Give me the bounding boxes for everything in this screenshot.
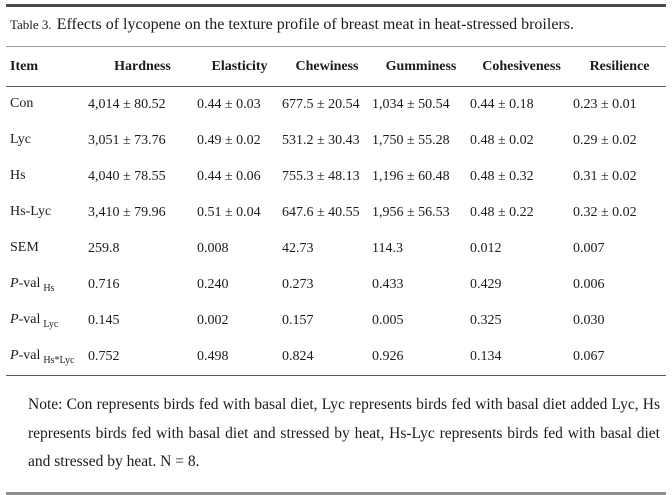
table-cell: 0.51 ± 0.04 <box>197 204 261 220</box>
table-cell: 0.030 <box>573 312 605 328</box>
row-label-text: -val <box>18 347 41 363</box>
table-cell: 0.44 ± 0.03 <box>197 96 261 112</box>
table-row-sem: SEM 259.8 0.008 42.73 114.3 0.012 0.007 <box>6 231 666 267</box>
table-row-lyc: Lyc 3,051 ± 73.76 0.49 ± 0.02 531.2 ± 30… <box>6 123 666 159</box>
table-cell: 3,051 ± 73.76 <box>88 132 166 148</box>
column-header-resilience: Resilience <box>573 46 666 87</box>
top-rule <box>6 4 666 7</box>
row-label-text: SEM <box>10 239 39 255</box>
row-label: P-val Lyc <box>6 303 88 339</box>
table-cell: 0.145 <box>88 312 120 328</box>
column-header-cohesiveness: Cohesiveness <box>470 46 573 87</box>
table-cell: 0.433 <box>372 276 404 292</box>
table-cell: 0.49 ± 0.02 <box>197 132 261 148</box>
table-row-hs: Hs 4,040 ± 78.55 0.44 ± 0.06 755.3 ± 48.… <box>6 159 666 195</box>
table-cell: 4,040 ± 78.55 <box>88 168 166 184</box>
table-cell: 0.012 <box>470 240 502 256</box>
row-label-text: Hs <box>10 167 26 183</box>
table-title: Effects of lycopene on the texture profi… <box>56 16 574 33</box>
table-cell: 0.006 <box>573 276 605 292</box>
table-cell: 0.005 <box>372 312 404 328</box>
table-cell: 531.2 ± 30.43 <box>282 132 360 148</box>
row-label: Con <box>6 86 88 123</box>
table-cell: 0.48 ± 0.22 <box>470 204 534 220</box>
row-label: Lyc <box>6 123 88 159</box>
table-cell: 0.008 <box>197 240 229 256</box>
table-cell: 0.240 <box>197 276 229 292</box>
table-cell: 1,034 ± 50.54 <box>372 96 450 112</box>
row-label-subscript: Hs <box>43 282 55 294</box>
table-cell: 0.007 <box>573 240 605 256</box>
table-caption: Table 3. Effects of lycopene on the textu… <box>0 7 672 46</box>
table-cell: 114.3 <box>372 240 403 256</box>
row-label-prefix: P <box>10 275 19 291</box>
table-cell: 0.157 <box>282 312 314 328</box>
bottom-rule <box>6 492 666 495</box>
table-cell: 0.23 ± 0.01 <box>573 96 637 112</box>
table-cell: 0.498 <box>197 348 229 364</box>
column-header-chewiness: Chewiness <box>282 46 372 87</box>
table-cell: 0.752 <box>88 348 120 364</box>
table-cell: 0.29 ± 0.02 <box>573 132 637 148</box>
table-note: Note: Con represents birds fed with basa… <box>28 395 660 471</box>
row-label: P-val Hs <box>6 267 88 303</box>
row-label: P-val Hs*Lyc <box>6 339 88 376</box>
table-row-con: Con 4,014 ± 80.52 0.44 ± 0.03 677.5 ± 20… <box>6 86 666 123</box>
table-cell: 0.44 ± 0.18 <box>470 96 534 112</box>
row-label-prefix: P <box>10 311 19 327</box>
column-header-hardness: Hardness <box>88 46 197 87</box>
row-label-text: Hs-Lyc <box>10 203 52 219</box>
table-cell: 0.716 <box>88 276 120 292</box>
table-cell: 0.325 <box>470 312 502 328</box>
table-cell: 259.8 <box>88 240 120 256</box>
table-cell: 0.48 ± 0.02 <box>470 132 534 148</box>
row-label-prefix: P <box>10 347 19 363</box>
table-cell: 755.3 ± 48.13 <box>282 168 360 184</box>
table-row-pval-hs-lyc: P-val Hs*Lyc 0.752 0.498 0.824 0.926 0.13… <box>6 339 666 376</box>
table-cell: 1,956 ± 56.53 <box>372 204 450 220</box>
table-cell: 42.73 <box>282 240 314 256</box>
row-label-subscript: Lyc <box>43 318 59 330</box>
data-table: Item Hardness Elasticity Chewiness Gummi… <box>6 45 666 376</box>
header-row: Item Hardness Elasticity Chewiness Gummi… <box>6 46 666 87</box>
table-row-pval-hs: P-val Hs 0.716 0.240 0.273 0.433 0.429 0.… <box>6 267 666 303</box>
table-cell: 0.48 ± 0.32 <box>470 168 534 184</box>
column-header-elasticity: Elasticity <box>197 46 282 87</box>
row-label-text: -val <box>18 275 41 291</box>
table-row-pval-lyc: P-val Lyc 0.145 0.002 0.157 0.005 0.325 0… <box>6 303 666 339</box>
table-cell: 0.429 <box>470 276 502 292</box>
table-cell: 0.824 <box>282 348 314 364</box>
table-cell: 0.067 <box>573 348 605 364</box>
table-cell: 647.6 ± 40.55 <box>282 204 360 220</box>
row-label: SEM <box>6 231 88 267</box>
table-cell: 0.273 <box>282 276 314 292</box>
table-cell: 0.31 ± 0.02 <box>573 168 637 184</box>
row-label: Hs <box>6 159 88 195</box>
column-header-item: Item <box>6 46 88 87</box>
row-label-text: Con <box>10 95 34 111</box>
table-cell: 4,014 ± 80.52 <box>88 96 166 112</box>
row-label-text: Lyc <box>10 131 31 147</box>
table-cell: 677.5 ± 20.54 <box>282 96 360 112</box>
table-cell: 1,196 ± 60.48 <box>372 168 450 184</box>
table-cell: 0.926 <box>372 348 404 364</box>
row-label-text: -val <box>18 311 41 327</box>
column-header-gumminess: Gumminess <box>372 46 470 87</box>
table-cell: 0.002 <box>197 312 229 328</box>
table-row-hs-lyc: Hs-Lyc 3,410 ± 79.96 0.51 ± 0.04 647.6 ±… <box>6 195 666 231</box>
row-label-subscript: Hs*Lyc <box>43 354 75 366</box>
table-cell: 3,410 ± 79.96 <box>88 204 166 220</box>
table-cell: 0.44 ± 0.06 <box>197 168 261 184</box>
table-number: Table 3. <box>10 17 52 32</box>
row-label: Hs-Lyc <box>6 195 88 231</box>
table-cell: 0.32 ± 0.02 <box>573 204 637 220</box>
table-cell: 0.134 <box>470 348 502 364</box>
table-cell: 1,750 ± 55.28 <box>372 132 450 148</box>
